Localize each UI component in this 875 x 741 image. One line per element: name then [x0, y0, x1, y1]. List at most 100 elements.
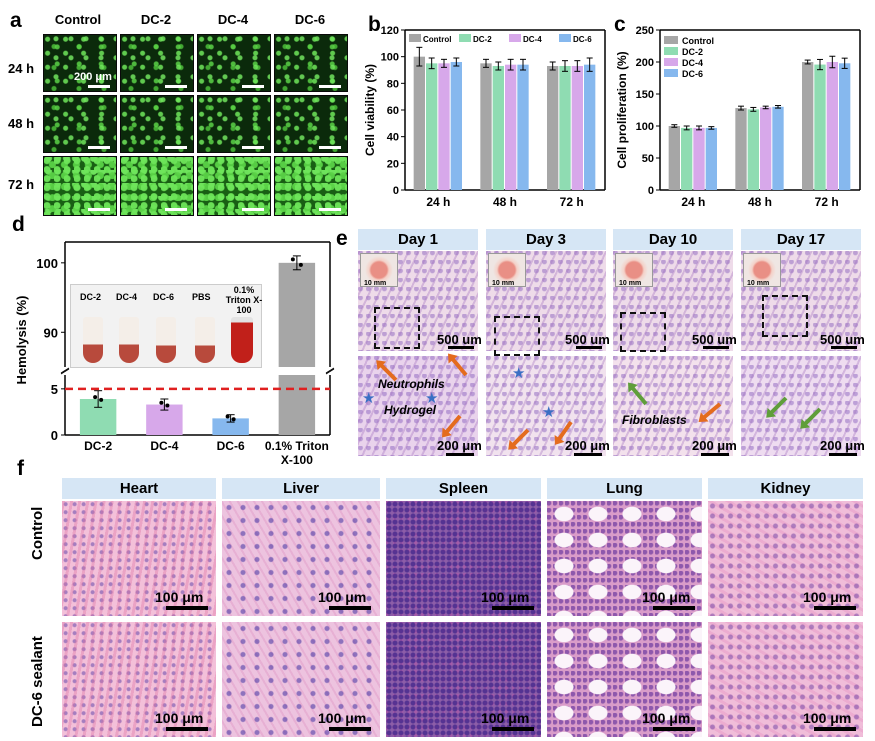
y-tick-label: 80 — [387, 78, 399, 90]
legend-swatch — [664, 58, 678, 66]
fluorescence-dc4-72h — [197, 156, 271, 216]
y-axis-label: Cell proliferation (%) — [615, 51, 629, 168]
scale-label-day1: 500 um — [437, 332, 482, 347]
scale-bar — [319, 146, 341, 149]
row-label-72h: 72 h — [8, 177, 35, 192]
row-label-dc6-sealant: DC-6 sealant — [29, 617, 46, 727]
scale-bar — [576, 346, 602, 349]
bar — [668, 126, 680, 190]
wound-photo-day1 — [360, 253, 398, 287]
axis-break-mark — [325, 367, 335, 374]
y-tick-label: 50 — [642, 153, 654, 165]
y-axis-label: Hemolysis (%) — [14, 296, 29, 385]
bar — [492, 66, 504, 190]
inset-scale-label: 10 mm — [492, 280, 515, 287]
wound-photo-day3 — [488, 253, 526, 287]
star-marker: ★ — [542, 404, 556, 421]
bar — [760, 107, 772, 190]
col-header-control: Control — [54, 12, 102, 27]
inset-scale-label: 10 mm — [364, 280, 387, 287]
scale-label-a: 200 μm — [74, 71, 112, 83]
x-tick-label: 72 h — [560, 195, 584, 209]
y-tick-label: 90 — [44, 325, 58, 340]
bar — [826, 62, 838, 190]
histology-heart-control — [62, 501, 216, 616]
legend-label: Control — [423, 35, 451, 44]
scale-bar — [165, 146, 187, 149]
legend-label: DC-6 — [682, 69, 703, 79]
y-tick-label: 5 — [51, 382, 58, 397]
legend-swatch — [664, 36, 678, 44]
bar — [814, 64, 826, 190]
tube-label-pbs: PBS — [192, 292, 211, 302]
panel-label-f: f — [17, 457, 24, 480]
y-axis-label: Cell viability (%) — [363, 64, 377, 156]
fluorescence-dc6-24h — [274, 34, 348, 92]
data-point — [225, 414, 230, 419]
y-tick-label: 0 — [51, 428, 58, 443]
scale-label-day17: 500 um — [820, 332, 865, 347]
legend-label: Control — [682, 36, 714, 46]
histology-lung-control — [547, 501, 702, 616]
day-header-17: Day 17 — [741, 229, 861, 250]
scale-label-f: 100 μm — [642, 710, 691, 726]
day-header-1: Day 1 — [358, 229, 478, 250]
histology-spleen-dc6 — [386, 622, 541, 737]
tube-label-dc6: DC-6 — [153, 292, 175, 302]
bar — [559, 66, 571, 190]
axis-break-mark — [60, 367, 70, 374]
fluorescence-dc2-48h — [120, 95, 194, 153]
bar — [735, 108, 747, 190]
bar — [802, 62, 814, 190]
x-tick-label: DC-2 — [84, 439, 112, 453]
tube-triton — [231, 317, 253, 363]
scale-bar — [831, 346, 857, 349]
annotation-hydrogel: Hydrogel — [384, 403, 437, 417]
col-header-dc4: DC-4 — [217, 12, 249, 27]
tube-label-triton: 0.1% Triton X-100 — [225, 285, 263, 315]
scale-bar — [319, 208, 341, 211]
scale-label-f: 100 μm — [155, 710, 204, 726]
scale-bar — [448, 346, 474, 349]
x-tick-label: 24 h — [426, 195, 450, 209]
row-label-control-text: Control — [29, 506, 46, 560]
scale-label-f: 100 μm — [318, 589, 367, 605]
scale-bar — [492, 606, 534, 610]
y-tick-label: 20 — [387, 158, 399, 170]
hemolysis-tube-photo — [70, 284, 262, 368]
legend-label: DC-4 — [682, 58, 703, 68]
fluorescence-dc4-48h — [197, 95, 271, 153]
row-label-dc6-sealant-text: DC-6 sealant — [29, 636, 46, 727]
y-tick-label: 120 — [381, 25, 399, 37]
tube-dc6 — [156, 317, 176, 363]
bar — [772, 106, 784, 190]
x-tick-label: 72 h — [815, 195, 839, 209]
scale-label-f: 100 μm — [481, 589, 530, 605]
tube-pbs — [195, 317, 215, 363]
chart-hemolysis: 90 100 0 5 DC-2 DC-4 DC-6 0.1% Triton X-100 Hemol… — [14, 241, 335, 467]
bar — [547, 66, 559, 190]
annotation-neutrophils: Neutrophils — [378, 377, 445, 391]
data-point — [290, 257, 295, 262]
bar — [693, 127, 705, 190]
data-point — [298, 262, 303, 267]
histology-spleen-control — [386, 501, 541, 616]
bar — [450, 62, 462, 190]
histology-kidney-dc6 — [708, 622, 863, 737]
scale-label-day10: 500 um — [692, 332, 737, 347]
panel-label-d: d — [12, 213, 25, 236]
wound-photo-day17 — [743, 253, 781, 287]
star-marker: ★ — [512, 365, 526, 382]
bar — [584, 64, 596, 190]
fluorescence-dc6-72h — [274, 156, 348, 216]
scale-label-day3: 500 um — [565, 332, 610, 347]
organ-header-lung: Lung — [547, 478, 702, 499]
scale-bar — [165, 85, 187, 88]
scale-label-f: 100 μm — [803, 710, 852, 726]
y-tick-label: 40 — [387, 132, 399, 144]
scale-bar — [829, 453, 857, 456]
y-tick-label: 250 — [636, 25, 654, 37]
scale-label-zoom-day17: 200 μm — [820, 438, 865, 453]
tube-label-dc2: DC-2 — [80, 292, 102, 302]
legend-label: DC-2 — [682, 47, 703, 57]
